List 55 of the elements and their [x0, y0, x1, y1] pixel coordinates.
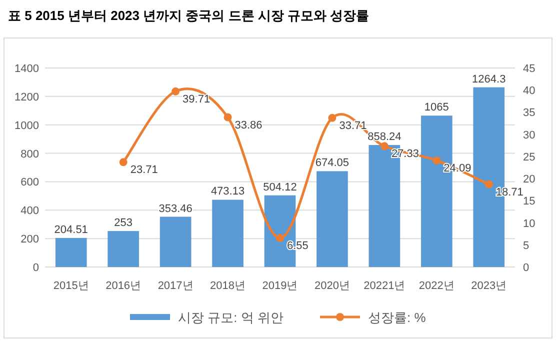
data-label: 1065	[424, 102, 449, 114]
data-label: 27.33	[391, 148, 419, 160]
data-label: 1264.3	[472, 73, 506, 86]
x-tick-label: 2017년	[158, 280, 194, 292]
x-tick-label: 2022년	[418, 280, 454, 292]
y2-tick-label: 40	[523, 85, 536, 98]
y-tick-label: 600	[20, 176, 39, 189]
legend-label: 성장률: %	[368, 310, 426, 325]
bar	[108, 231, 139, 267]
data-label: 39.71	[182, 93, 210, 106]
y-tick-label: 1400	[14, 63, 39, 75]
point	[224, 113, 232, 122]
bar	[55, 238, 87, 267]
y2-tick-label: 20	[523, 174, 536, 186]
y2-tick-label: 25	[523, 151, 536, 164]
bar	[212, 200, 244, 267]
point	[432, 156, 441, 164]
y2-tick-label: 30	[523, 129, 536, 142]
point	[380, 142, 388, 150]
y2-tick-label: 0	[523, 262, 530, 274]
data-label: 33.86	[234, 119, 262, 132]
y2-tick-label: 15	[523, 196, 536, 208]
y2-tick-label: 45	[523, 63, 536, 75]
y-tick-label: 0	[32, 262, 39, 274]
x-tick-label: 2020년	[314, 280, 350, 292]
bar	[160, 216, 192, 267]
x-tick-label: 2023년	[471, 280, 507, 292]
chart-title: 표 5 2015 년부터 2023 년까지 중국의 드론 시장 규모와 성장률	[8, 8, 370, 23]
data-label: 204.51	[54, 224, 88, 236]
point	[172, 87, 180, 96]
bar	[316, 171, 348, 267]
y2-tick-label: 35	[523, 107, 536, 120]
y2-tick-label: 5	[523, 240, 530, 252]
y-tick-label: 400	[20, 205, 39, 218]
y-tick-label: 1000	[14, 120, 39, 132]
point	[119, 158, 128, 166]
point	[484, 180, 493, 188]
point	[276, 234, 284, 242]
data-label: 23.71	[130, 164, 158, 176]
data-label: 473.13	[210, 186, 245, 198]
data-label: 504.12	[263, 181, 297, 194]
point	[328, 114, 336, 122]
y-tick-label: 1200	[14, 91, 39, 104]
data-label: 253	[114, 217, 133, 230]
y-tick-label: 200	[20, 234, 39, 246]
y2-tick-label: 10	[523, 218, 536, 230]
x-tick-label: 2018년	[210, 280, 246, 292]
x-tick-label: 20221년	[364, 280, 406, 292]
data-label: 353.46	[158, 202, 192, 215]
data-label: 674.05	[315, 157, 350, 170]
x-tick-label: 2019년	[262, 280, 298, 292]
x-tick-label: 2016년	[106, 280, 142, 292]
legend-label: 시장 규모: 억 위안	[178, 310, 284, 325]
y-tick-label: 800	[20, 148, 39, 160]
x-tick-label: 2015년	[53, 280, 89, 292]
